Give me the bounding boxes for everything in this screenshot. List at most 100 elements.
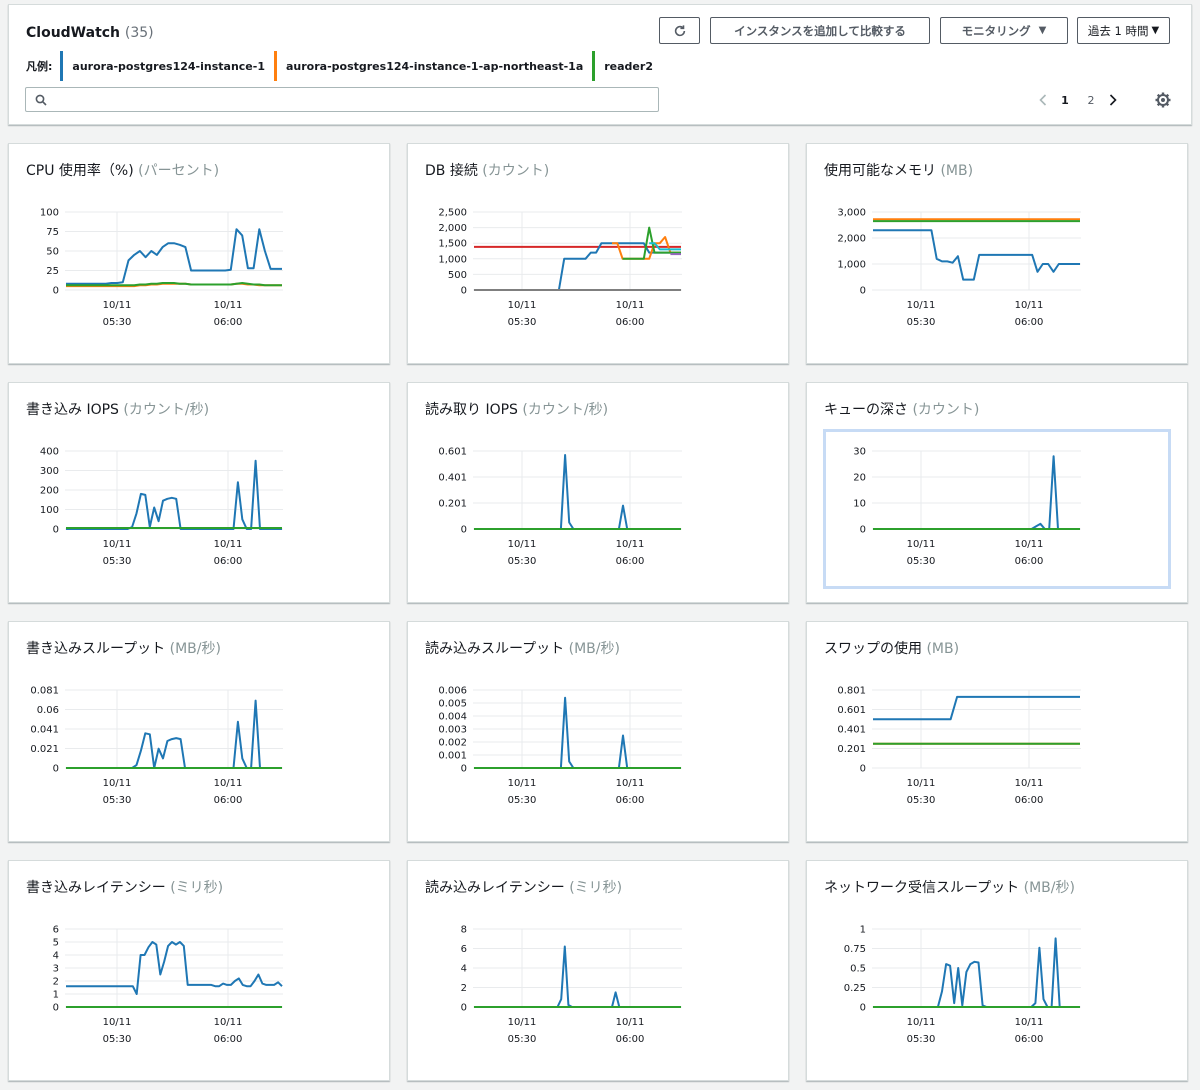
legend-item-reader2[interactable]: reader2 [592, 51, 662, 81]
cpu-chart[interactable]: 0 25 50 75 100 10/11 05:30 10/11 06:00 [9, 198, 391, 338]
metric-card-write-iops[interactable]: 書き込み IOPS (カウント/秒) 0 100 200 300 400 10/11 05:… [8, 382, 390, 603]
y-tick-label: 2,000 [837, 234, 866, 245]
time-range-label: 過去 1 時間 [1087, 23, 1149, 38]
y-tick-label: 20 [853, 473, 866, 484]
metric-card-swap-usage[interactable]: スワップの使用 (MB) 0 0.201 0.401 0.601 0.801 10/11 0… [806, 621, 1188, 842]
y-tick-label: 0 [53, 286, 59, 297]
y-tick-label: 10 [853, 499, 866, 510]
y-tick-label: 0.601 [438, 447, 467, 458]
y-tick-label: 0 [53, 1003, 59, 1014]
legend-item-instance-1-ap-northeast-1a[interactable]: aurora-postgres124-instance-1-ap-northea… [274, 51, 592, 81]
y-tick-label: 1,000 [837, 260, 866, 271]
metric-card-queue-depth[interactable]: キューの深さ (カウント) 0 10 20 30 10/11 05:30 10/11 06:0… [806, 382, 1188, 603]
x-tick-date: 10/11 [1015, 778, 1044, 789]
y-tick-label: 0.601 [837, 705, 866, 716]
card-title: 読み込みスループット (MB/秒) [425, 641, 620, 657]
monitoring-dropdown[interactable]: モニタリング ▼ [940, 17, 1068, 44]
x-tick-time: 06:00 [1015, 556, 1044, 567]
x-tick-time: 06:00 [616, 317, 645, 328]
y-tick-label: 0 [860, 1003, 866, 1014]
page-2[interactable]: 2 [1087, 93, 1095, 107]
y-tick-label: 0.401 [438, 473, 467, 484]
x-tick-time: 06:00 [214, 1034, 243, 1045]
y-tick-label: 1 [53, 990, 59, 1001]
y-tick-label: 200 [40, 486, 59, 497]
y-tick-label: 0.201 [438, 499, 467, 510]
metric-count: (35) [124, 25, 154, 41]
y-tick-label: 0.5 [850, 964, 866, 975]
metric-card-read-throughput[interactable]: 読み込みスループット (MB/秒) 0 0.001 0.002 0.003 0.004 0… [407, 621, 789, 842]
x-tick-date: 10/11 [508, 539, 537, 550]
x-tick-time: 05:30 [508, 556, 537, 567]
y-tick-label: 0 [461, 286, 467, 297]
x-tick-date: 10/11 [214, 1017, 243, 1028]
freeable-memory-chart[interactable]: 0 1,000 2,000 3,000 10/11 05:30 10/11 06:00 [807, 198, 1189, 338]
y-tick-label: 0.005 [438, 699, 467, 710]
y-tick-label: 0 [860, 764, 866, 775]
network-receive-chart[interactable]: 0 0.25 0.5 0.75 1 10/11 05:30 10/11 06:00 [807, 915, 1189, 1055]
y-tick-label: 0.021 [30, 744, 59, 755]
read-latency-chart[interactable]: 0 2 4 6 8 10/11 05:30 10/11 06:00 [408, 915, 790, 1055]
write-latency-chart[interactable]: 0 1 2 3 4 5 6 10/11 05:30 10/11 06:00 [9, 915, 391, 1055]
gear-icon[interactable] [1153, 90, 1173, 110]
selection-highlight [823, 429, 1171, 589]
metric-card-cpu[interactable]: CPU 使用率（%) (パーセント) 0 25 50 75 100 10/11 05:30 1… [8, 143, 390, 364]
x-tick-time: 05:30 [508, 795, 537, 806]
search-box[interactable] [25, 87, 659, 112]
x-tick-time: 05:30 [508, 1034, 537, 1045]
metric-card-freeable-memory[interactable]: 使用可能なメモリ (MB) 0 1,000 2,000 3,000 10/11 05:30… [806, 143, 1188, 364]
x-tick-time: 05:30 [907, 795, 936, 806]
queue-depth-chart[interactable]: 0 10 20 30 10/11 05:30 10/11 06:00 [807, 437, 1189, 577]
y-tick-label: 5 [53, 938, 59, 949]
series-line [649, 242, 681, 251]
y-tick-label: 1,000 [438, 254, 467, 265]
metric-card-write-throughput[interactable]: 書き込みスループット (MB/秒) 0 0.021 0.041 0.06 0.081 10… [8, 621, 390, 842]
y-tick-label: 0 [53, 525, 59, 536]
search-input[interactable] [54, 90, 654, 109]
time-range-dropdown[interactable]: 過去 1 時間 ▼ [1077, 17, 1170, 44]
compare-instances-button[interactable]: インスタンスを追加して比較する [710, 17, 930, 44]
series-line [474, 454, 681, 530]
pagination: 1 2 [1034, 88, 1122, 112]
y-tick-label: 0.06 [37, 705, 59, 716]
read-iops-chart[interactable]: 0 0.201 0.401 0.601 10/11 05:30 10/11 06:00 [408, 437, 790, 577]
y-tick-label: 50 [46, 247, 59, 258]
write-throughput-chart[interactable]: 0 0.021 0.041 0.06 0.081 10/11 05:30 10/11 06:00 [9, 676, 391, 816]
db-connections-chart[interactable]: 0 500 1,000 1,500 2,000 2,500 10/11 05:30 10/11 0… [408, 198, 790, 338]
y-tick-label: 6 [461, 944, 467, 955]
y-tick-label: 400 [40, 447, 59, 458]
metric-card-network-receive[interactable]: ネットワーク受信スループット (MB/秒) 0 0.25 0.5 0.75 1 10/11… [806, 860, 1188, 1081]
x-tick-time: 05:30 [103, 317, 132, 328]
card-title: キューの深さ (カウント) [824, 402, 980, 418]
previous-page-icon[interactable] [1034, 88, 1052, 112]
x-tick-time: 06:00 [214, 795, 243, 806]
y-tick-label: 0.081 [30, 686, 59, 697]
metric-card-read-latency[interactable]: 読み込みレイテンシー (ミリ秒) 0 2 4 6 8 10/11 05:30 10/11 06:… [407, 860, 789, 1081]
y-tick-label: 0 [860, 525, 866, 536]
title-text: CloudWatch [26, 25, 121, 41]
write-iops-chart[interactable]: 0 100 200 300 400 10/11 05:30 10/11 06:00 [9, 437, 391, 577]
next-page-icon[interactable] [1104, 88, 1122, 112]
x-tick-date: 10/11 [616, 300, 645, 311]
y-tick-label: 8 [461, 925, 467, 936]
y-tick-label: 0.201 [837, 744, 866, 755]
y-tick-label: 4 [461, 964, 467, 975]
refresh-button[interactable] [659, 17, 700, 44]
read-throughput-chart[interactable]: 0 0.001 0.002 0.003 0.004 0.005 0.006 10/11 05:3… [408, 676, 790, 816]
swap-usage-chart[interactable]: 0 0.201 0.401 0.601 0.801 10/11 05:30 10/11 06:0… [807, 676, 1189, 816]
card-title: ネットワーク受信スループット (MB/秒) [824, 880, 1075, 896]
x-tick-date: 10/11 [907, 778, 936, 789]
legend-item-instance-1[interactable]: aurora-postgres124-instance-1 [60, 51, 274, 81]
y-tick-label: 100 [40, 505, 59, 516]
x-tick-date: 10/11 [616, 539, 645, 550]
series-line [873, 455, 1080, 530]
series-line [622, 226, 681, 260]
series-line [66, 459, 282, 530]
y-tick-label: 2 [53, 977, 59, 988]
metric-card-read-iops[interactable]: 読み取り IOPS (カウント/秒) 0 0.201 0.401 0.601 10/11… [407, 382, 789, 603]
page-1[interactable]: 1 [1061, 93, 1069, 107]
metric-card-write-latency[interactable]: 書き込みレイテンシー (ミリ秒) 0 1 2 3 4 5 6 10/11 05:30 10/11 0… [8, 860, 390, 1081]
x-tick-date: 10/11 [907, 300, 936, 311]
y-tick-label: 1,500 [438, 239, 467, 250]
metric-card-db-connections[interactable]: DB 接続 (カウント) 0 500 1,000 1,500 2,000 2,500 10/… [407, 143, 789, 364]
